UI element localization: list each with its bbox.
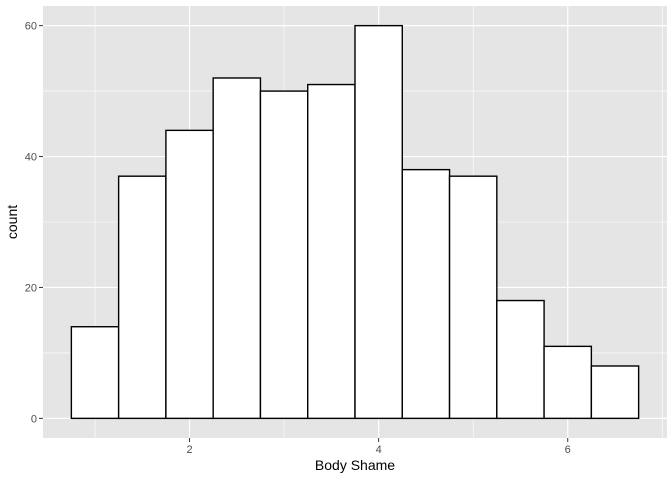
x-axis-title: Body Shame [315, 457, 395, 473]
histogram-bar [543, 345, 593, 420]
y-tick-label: 60 [25, 21, 37, 33]
histogram-bar [117, 175, 167, 420]
y-axis-ticks: 0 20 40 60 [25, 21, 43, 425]
x-tick-label: 4 [376, 444, 382, 456]
histogram-bars [70, 24, 640, 420]
y-tick-label: 20 [25, 282, 37, 294]
x-tick-label: 6 [565, 444, 571, 456]
y-tick-label: 40 [25, 152, 37, 164]
histogram-bar [354, 24, 403, 420]
histogram-bar [401, 168, 451, 420]
x-tick-label: 2 [186, 444, 192, 456]
x-axis-ticks: 2 4 6 [186, 438, 571, 456]
y-axis-title: count [4, 205, 20, 239]
histogram-bar [448, 175, 498, 420]
histogram-bar [307, 83, 356, 420]
histogram-bar [70, 326, 120, 420]
y-tick-label: 0 [31, 413, 37, 425]
histogram-bar [212, 77, 262, 420]
histogram-bar [496, 299, 545, 420]
histogram-bar [165, 129, 214, 420]
histogram-bar [590, 365, 640, 420]
histogram-bar [259, 90, 309, 420]
